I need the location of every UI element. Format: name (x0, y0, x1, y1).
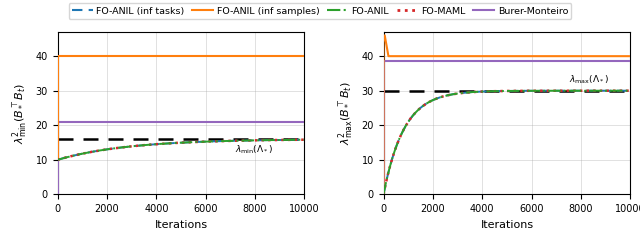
Legend: FO-ANIL (inf tasks), FO-ANIL (inf samples), FO-ANIL, FO-MAML, Burer-Monteiro: FO-ANIL (inf tasks), FO-ANIL (inf sample… (68, 3, 572, 19)
X-axis label: Iterations: Iterations (481, 220, 534, 230)
Text: $\lambda_{\min}(\Lambda_*)$: $\lambda_{\min}(\Lambda_*)$ (236, 143, 273, 156)
Y-axis label: $\lambda^2_{\min}(B_*^\top B_t)$: $\lambda^2_{\min}(B_*^\top B_t)$ (11, 82, 30, 144)
Y-axis label: $\lambda^2_{\max}(B_*^\top B_t)$: $\lambda^2_{\max}(B_*^\top B_t)$ (337, 81, 356, 145)
X-axis label: Iterations: Iterations (154, 220, 207, 230)
Text: $\lambda_{\max}(\Lambda_*)$: $\lambda_{\max}(\Lambda_*)$ (569, 73, 609, 86)
